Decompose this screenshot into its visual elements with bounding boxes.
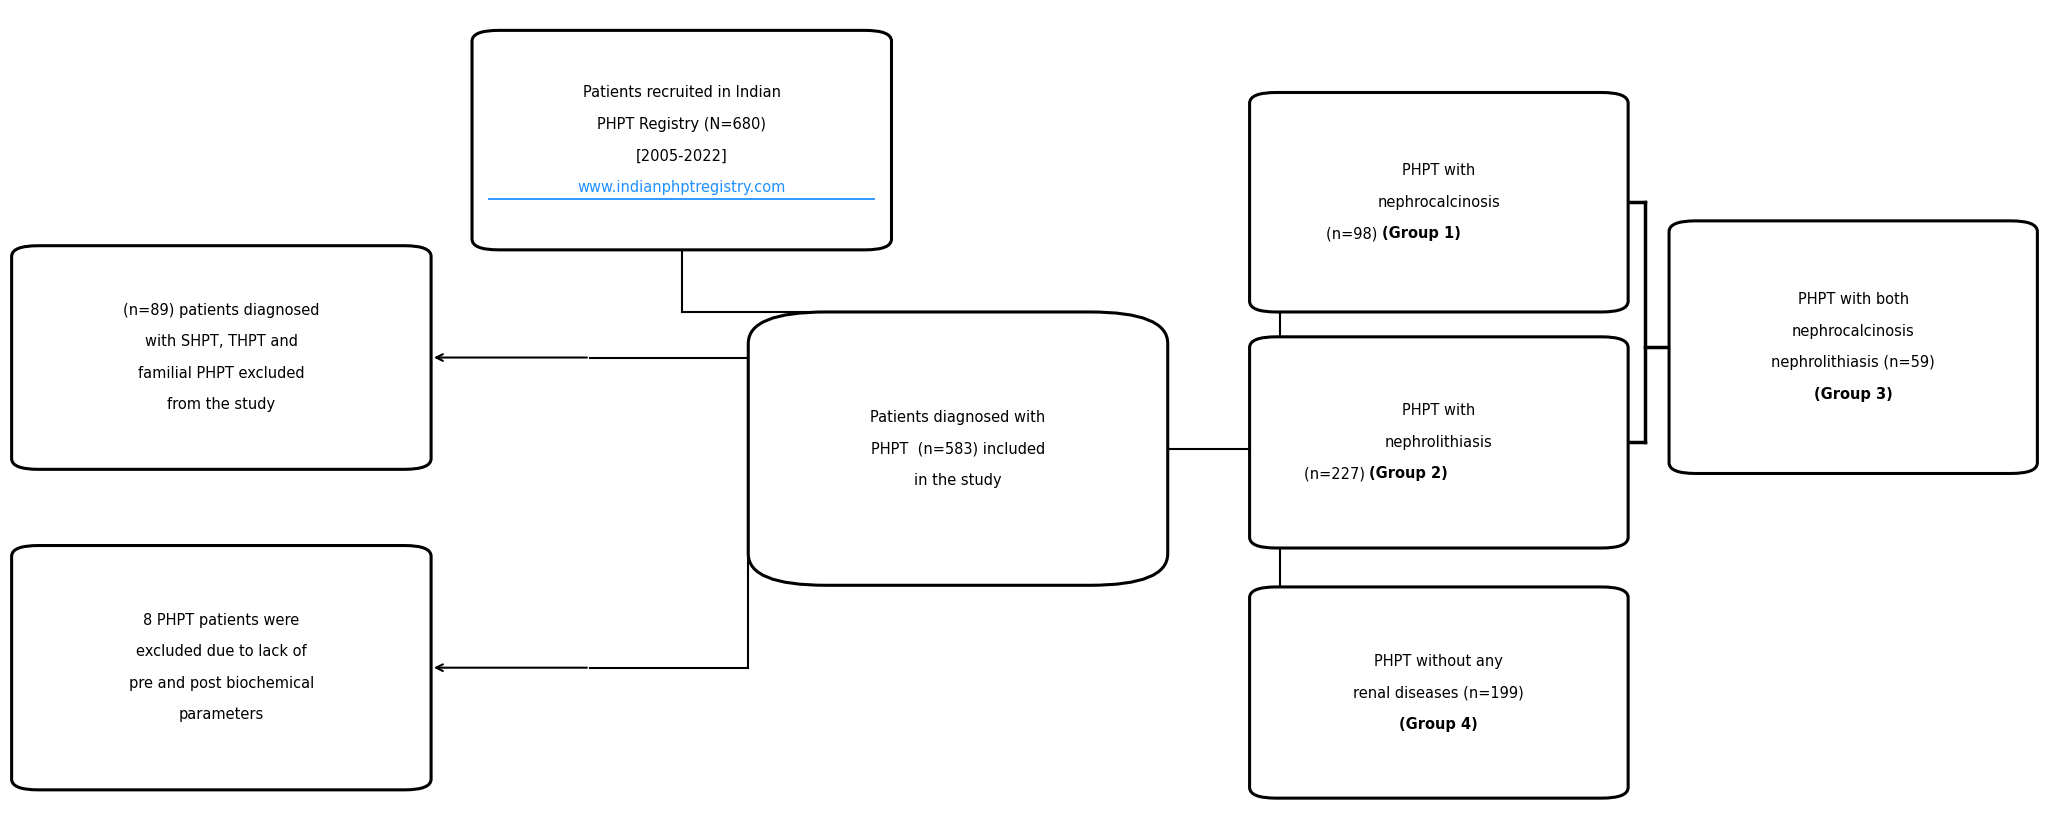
Text: nephrolithiasis (n=59): nephrolithiasis (n=59) xyxy=(1770,356,1934,371)
FancyBboxPatch shape xyxy=(748,312,1168,585)
FancyBboxPatch shape xyxy=(1250,587,1629,798)
Text: (n=98): (n=98) xyxy=(1326,226,1381,241)
Text: PHPT with both: PHPT with both xyxy=(1797,293,1910,307)
Text: nephrocalcinosis: nephrocalcinosis xyxy=(1791,324,1914,339)
Text: PHPT  (n=583) included: PHPT (n=583) included xyxy=(871,441,1045,456)
Text: [2005-2022]: [2005-2022] xyxy=(635,149,727,164)
FancyBboxPatch shape xyxy=(12,545,430,789)
Text: renal diseases (n=199): renal diseases (n=199) xyxy=(1354,685,1524,700)
Text: (Group 4): (Group 4) xyxy=(1399,716,1477,731)
Text: nephrolithiasis: nephrolithiasis xyxy=(1385,435,1494,450)
Text: PHPT Registry (N=680): PHPT Registry (N=680) xyxy=(596,117,766,132)
FancyBboxPatch shape xyxy=(1250,92,1629,312)
Text: with SHPT, THPT and: with SHPT, THPT and xyxy=(145,334,297,349)
Text: Patients diagnosed with: Patients diagnosed with xyxy=(871,410,1045,425)
Text: nephrocalcinosis: nephrocalcinosis xyxy=(1377,194,1500,209)
Text: pre and post biochemical: pre and post biochemical xyxy=(129,676,313,691)
Text: in the study: in the study xyxy=(914,473,1002,488)
FancyBboxPatch shape xyxy=(1670,221,2037,474)
Text: www.indianphptregistry.com: www.indianphptregistry.com xyxy=(578,179,787,194)
FancyBboxPatch shape xyxy=(1250,337,1629,548)
Text: PHPT without any: PHPT without any xyxy=(1375,653,1504,669)
Text: from the study: from the study xyxy=(168,397,275,412)
Text: 8 PHPT patients were: 8 PHPT patients were xyxy=(143,613,299,628)
Text: parameters: parameters xyxy=(178,707,264,722)
Text: excluded due to lack of: excluded due to lack of xyxy=(135,645,307,660)
FancyBboxPatch shape xyxy=(471,31,891,250)
Text: familial PHPT excluded: familial PHPT excluded xyxy=(137,366,305,381)
FancyBboxPatch shape xyxy=(12,246,430,470)
Text: (n=227): (n=227) xyxy=(1303,466,1369,481)
Text: (Group 3): (Group 3) xyxy=(1813,387,1893,402)
Text: (Group 1): (Group 1) xyxy=(1381,226,1461,241)
Text: PHPT with: PHPT with xyxy=(1402,403,1475,419)
Text: Patients recruited in Indian: Patients recruited in Indian xyxy=(582,86,781,101)
Text: (n=89) patients diagnosed: (n=89) patients diagnosed xyxy=(123,302,320,317)
Text: (Group 2): (Group 2) xyxy=(1369,466,1449,481)
Text: PHPT with: PHPT with xyxy=(1402,163,1475,179)
